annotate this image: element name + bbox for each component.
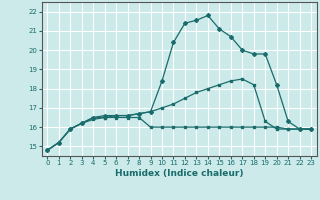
X-axis label: Humidex (Indice chaleur): Humidex (Indice chaleur): [115, 169, 244, 178]
